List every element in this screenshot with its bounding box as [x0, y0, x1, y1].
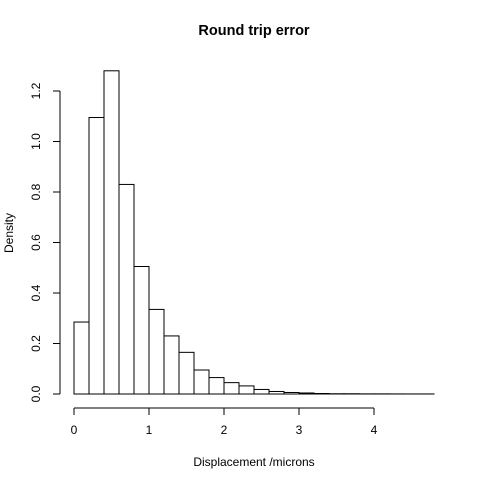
x-tick-label-0: 0 [71, 423, 78, 437]
x-tick-label-3: 3 [296, 423, 303, 437]
histogram-bar-14 [283, 391, 300, 395]
y-tick-label-0: 0.0 [29, 385, 43, 402]
histogram-bar-4 [133, 265, 150, 395]
chart-title: Round trip error [198, 23, 310, 39]
y-axis-label: Density [2, 213, 16, 253]
histogram-bar-16 [313, 393, 330, 395]
histogram-bar-0 [73, 321, 90, 395]
histogram-bar-5 [148, 308, 165, 395]
y-tick-label-3: 0.6 [29, 234, 43, 251]
histogram-bar-8 [193, 369, 210, 395]
histogram-bar-9 [208, 377, 225, 395]
histogram-bar-11 [238, 385, 255, 395]
histogram-bar-7 [178, 351, 195, 395]
x-tick-label-1: 1 [146, 423, 153, 437]
histogram-bar-13 [268, 390, 285, 395]
x-tick-label-2: 2 [221, 423, 228, 437]
y-tick-label-2: 0.4 [29, 284, 43, 301]
x-axis-label: Displacement /microns [193, 455, 314, 469]
x-tick-label-4: 4 [371, 423, 378, 437]
y-axis: 0.0 0.2 0.4 0.6 0.8 1.0 1.2 [29, 82, 61, 402]
histogram-bar-1 [88, 117, 105, 395]
histogram-bar-15 [298, 392, 315, 395]
histogram-bar-2 [103, 70, 120, 395]
y-tick-label-4: 0.8 [29, 183, 43, 200]
histogram-bar-3 [118, 183, 135, 395]
y-tick-label-5: 1.0 [29, 133, 43, 150]
histogram-bar-6 [163, 335, 180, 395]
histogram-bar-10 [223, 382, 240, 395]
bars-layer [73, 70, 435, 395]
x-axis: 0 1 2 3 4 [71, 407, 378, 437]
y-tick-label-6: 1.2 [29, 82, 43, 99]
y-tick-label-1: 0.2 [29, 335, 43, 352]
histogram-bar-12 [253, 388, 270, 395]
